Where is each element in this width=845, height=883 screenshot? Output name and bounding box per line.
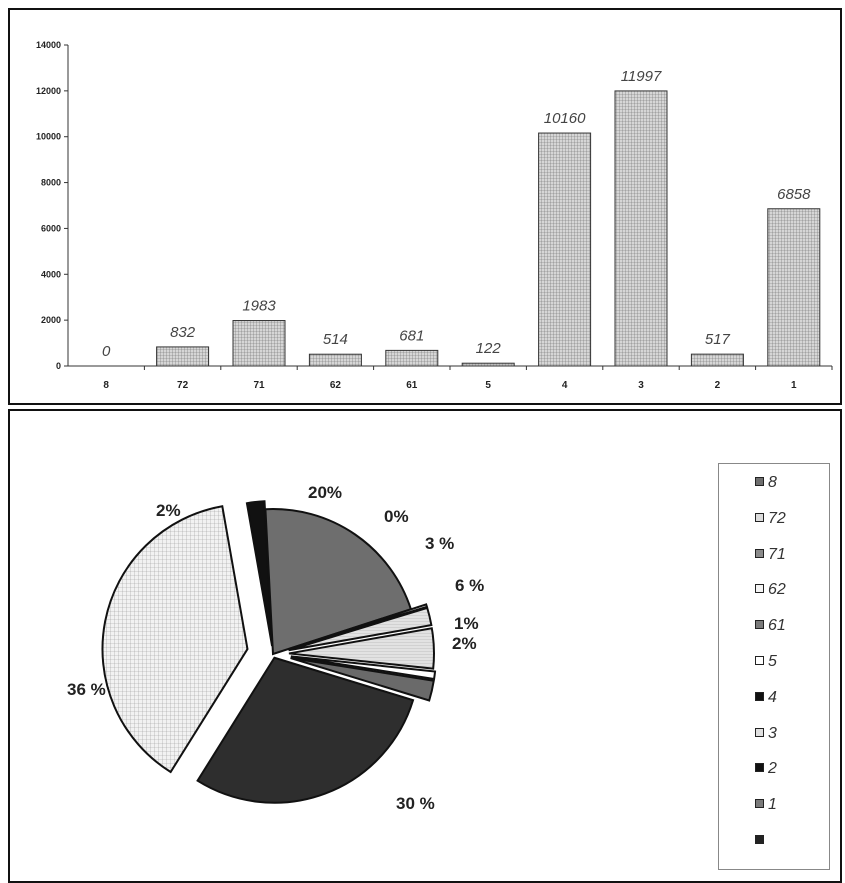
legend-swatch [755,477,764,486]
bar [538,132,592,367]
pie-slice [288,606,433,652]
legend-label: 5 [768,653,777,670]
x-tick-label: 1 [791,380,797,391]
legend-swatch [755,799,764,809]
x-tick-label: 72 [177,380,189,391]
bar-data-label: 514 [323,331,348,348]
pie-slice-label: 30 % [396,794,435,813]
pie-chart: 2%20%0%3 %6 %1%2%30 %36 % [67,483,484,813]
legend-item: 71 [755,546,786,566]
bar-data-label: 681 [399,327,424,344]
legend-item: 1 [755,796,777,816]
legend-item [755,832,768,852]
x-tick-label: 3 [638,380,644,391]
x-tick-label: 5 [485,380,491,391]
legend-item: 5 [755,653,777,673]
legend-label: 2 [768,760,777,778]
legend-label: 61 [768,617,786,635]
bar-chart-panel: 0 2000 4000 6000 8000 10000 12000 14000 0 8 832 72 1… [8,8,842,405]
legend-label: 1 [768,796,777,814]
legend-item: 2 [755,760,777,780]
bar-data-label: 11997 [621,68,662,85]
bar [614,90,668,367]
pie-slice [196,656,415,804]
x-tick-label: 62 [330,380,342,391]
bar [690,353,744,367]
pie-slice-label: 2% [452,634,477,653]
legend-swatch [755,727,764,737]
bar [232,320,286,367]
pie-slice [287,603,429,651]
bar [461,362,515,367]
legend-label: 72 [768,509,786,527]
legend-label: 3 [768,724,777,742]
legend-swatch [755,620,764,630]
legend-swatch [755,548,764,558]
pie-chart-panel: 2% 20% 0% 3 % 6 % 1% 2% 30 % 36 % 8 72 71 62 61 5 4 3 2 1 [8,409,842,883]
bar-data-label: 10160 [544,110,586,127]
legend-label: 62 [768,581,786,599]
x-tick-label: 4 [562,380,568,391]
pie-slice-label: 0% [384,507,409,526]
y-tick-label: 0 [56,361,61,371]
bar-data-label: 1983 [242,298,276,315]
y-tick-label: 8000 [41,178,61,188]
pie-slice [264,508,413,656]
legend-swatch [755,835,764,844]
y-tick-label: 2000 [41,315,61,325]
y-tick-label: 12000 [36,86,61,96]
pie-slice [288,627,435,670]
bar [767,208,821,367]
y-tick-label: 10000 [36,132,61,142]
legend-swatch [755,656,764,665]
bar [385,349,439,367]
bar-data-label: 122 [476,340,502,357]
bar-data-label: 6858 [777,186,811,203]
bar-data-label: 832 [170,324,196,341]
x-tick-label: 61 [406,380,418,391]
legend-label: 8 [768,474,777,491]
pie-legend: 8 72 71 62 61 5 4 3 2 1 [718,463,830,870]
legend-swatch [755,763,764,773]
y-tick-label: 4000 [41,269,61,279]
pie-slice [245,500,274,647]
x-tick-label: 8 [103,380,109,391]
legend-item: 72 [755,510,786,530]
pie-slice-label: 6 % [455,576,484,595]
legend-item: 4 [755,689,777,709]
legend-label: 4 [768,688,777,706]
pie-slice [101,505,249,774]
pie-slice-label: 36 % [67,680,106,699]
bar-data-label: 0 [102,343,111,360]
legend-swatch [755,691,764,701]
legend-item: 62 [755,581,786,601]
legend-swatch [755,512,764,522]
x-tick-label: 71 [253,380,265,391]
legend-item: 61 [755,617,786,637]
pie-slice [290,655,437,681]
legend-item: 8 [755,474,777,494]
pie-slice [290,657,435,702]
legend-item: 3 [755,725,777,745]
y-tick-label: 14000 [36,40,61,50]
pie-slice-label: 20% [308,483,342,502]
bar [308,353,362,367]
bar-chart: 0 2000 4000 6000 8000 10000 12000 14000 0 8 832 72 1… [36,40,833,391]
legend-swatch [755,584,764,594]
bar-data-label: 517 [705,331,731,348]
legend-label: 71 [768,545,786,563]
x-tick-label: 2 [715,380,721,391]
bar [156,346,210,367]
pie-slice-label: 2% [156,501,181,520]
pie-slice-label: 3 % [425,534,454,553]
pie-slice-label: 1% [454,614,479,633]
y-tick-label: 6000 [41,223,61,233]
